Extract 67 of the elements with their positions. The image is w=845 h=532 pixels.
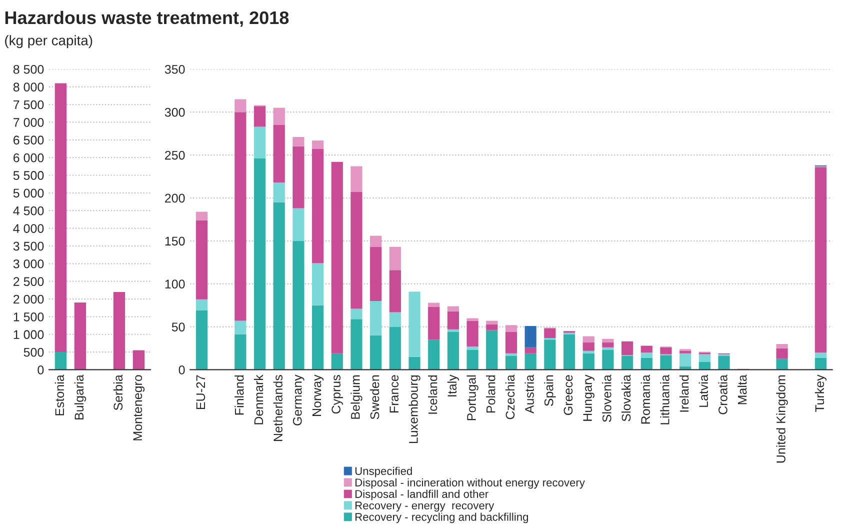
y-tick-label: 1 500 (14, 312, 44, 322)
y-tick-label: 4 500 (13, 206, 44, 216)
x-tick-label: Slovenia (602, 374, 612, 422)
y-tick-label: 3 500 (13, 242, 44, 251)
x-tick-label: Germany (292, 374, 304, 426)
y-tick-label: 500 (24, 348, 44, 357)
legend-label: Unspecified (355, 466, 412, 478)
x-tick-label: Hungary (583, 374, 594, 421)
y-tick-label: 3 000 (13, 259, 44, 268)
legend-label: Recovery - energy recovery (355, 502, 494, 512)
x-tick-label: Netherlands (273, 375, 282, 441)
y-tick-label: 7 000 (14, 118, 44, 127)
y-tick-label: 6 500 (14, 136, 44, 145)
x-tick-label: Estonia (54, 374, 64, 416)
y-tick-label: 2 000 (14, 294, 44, 304)
y-tick-label: 350 (164, 64, 185, 74)
x-tick-label: Poland (486, 375, 496, 412)
y-tick-label: 50 (172, 322, 185, 332)
x-tick-label: Finland (234, 375, 244, 415)
x-tick-label: France (390, 375, 399, 412)
y-tick-label: 100 (165, 280, 185, 289)
x-tick-label: Sweden (370, 375, 380, 420)
x-tick-label: EU-27 (196, 375, 206, 410)
x-tick-label: Iceland (428, 375, 438, 414)
x-tick-label: Portugal (466, 375, 478, 420)
x-tick-label: Malta (738, 374, 747, 404)
legend-label: Disposal - landfill and other (355, 490, 488, 500)
x-tick-label: Italy (447, 374, 460, 396)
x-tick-label: Austria (524, 374, 534, 414)
y-tick-label: 7 500 (14, 100, 44, 110)
x-tick-label: Bulgaria (74, 374, 86, 420)
x-tick-label: Cyprus (332, 375, 343, 414)
y-tick-label: 300 (164, 108, 185, 117)
y-tick-label: 150 (165, 236, 185, 246)
y-tick-label: 1 000 (14, 330, 44, 340)
x-tick-label: United Kingdom (776, 375, 788, 463)
x-tick-label: Montenegro (133, 375, 145, 440)
y-tick-label: 0 (38, 366, 44, 374)
x-tick-label: Croatia (718, 374, 728, 414)
y-tick-label: 8 500 (13, 64, 44, 74)
x-tick-label: Latvia (698, 374, 708, 407)
y-tick-label: 250 (165, 150, 185, 160)
x-tick-label: Lithuania (660, 374, 670, 424)
y-tick-label: 4 000 (13, 224, 44, 233)
y-tick-label: 2 500 (14, 277, 44, 286)
chart-title: Hazardous waste treatment, 2018 (5, 10, 289, 27)
x-tick-label: Denmark (254, 374, 264, 424)
y-tick-label: 5 500 (13, 171, 44, 180)
x-tick-label: Spain (544, 375, 556, 406)
y-tick-label: 6 000 (14, 153, 44, 162)
x-tick-label: Greece (564, 375, 573, 415)
legend-label: Recovery - recycling and backfilling (355, 512, 528, 524)
x-tick-label: Serbia (113, 374, 123, 410)
y-tick-label: 0 (178, 366, 185, 374)
x-tick-label: Belgium (350, 375, 362, 419)
y-tick-label: 8 000 (13, 82, 44, 92)
x-tick-label: Turkey (814, 374, 827, 412)
x-tick-label: Norway (312, 374, 324, 416)
x-tick-label: Czechia (505, 374, 515, 420)
y-tick-label: 5 000 (13, 188, 44, 198)
x-tick-label: Slovakia (621, 374, 631, 422)
x-tick-label: Luxembourg (408, 375, 420, 444)
legend-label: Disposal - incineration without energy recovery (355, 478, 585, 489)
y-tick-label: 200 (165, 194, 185, 203)
x-tick-label: Ireland (679, 375, 689, 412)
x-tick-label: Romania (640, 374, 650, 424)
chart-subtitle: (kg per capita) (5, 35, 92, 48)
